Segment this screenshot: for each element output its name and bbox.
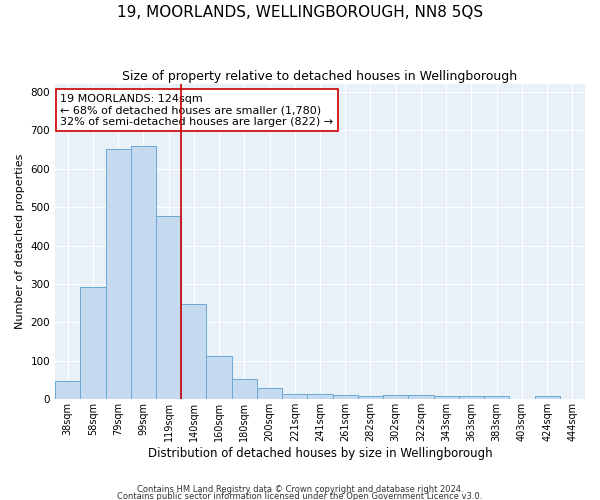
- Bar: [181, 304, 206, 400]
- Bar: [282, 394, 307, 400]
- Text: 19 MOORLANDS: 124sqm
← 68% of detached houses are smaller (1,780)
32% of semi-de: 19 MOORLANDS: 124sqm ← 68% of detached h…: [61, 94, 334, 127]
- Text: Contains public sector information licensed under the Open Government Licence v3: Contains public sector information licen…: [118, 492, 482, 500]
- Text: Contains HM Land Registry data © Crown copyright and database right 2024.: Contains HM Land Registry data © Crown c…: [137, 486, 463, 494]
- Bar: [80, 288, 106, 400]
- Bar: [535, 396, 560, 400]
- Bar: [459, 396, 484, 400]
- Bar: [358, 396, 383, 400]
- Y-axis label: Number of detached properties: Number of detached properties: [15, 154, 25, 330]
- Bar: [131, 146, 156, 400]
- Text: 19, MOORLANDS, WELLINGBOROUGH, NN8 5QS: 19, MOORLANDS, WELLINGBOROUGH, NN8 5QS: [117, 5, 483, 20]
- Bar: [55, 381, 80, 400]
- Bar: [332, 396, 358, 400]
- X-axis label: Distribution of detached houses by size in Wellingborough: Distribution of detached houses by size …: [148, 447, 493, 460]
- Bar: [383, 396, 409, 400]
- Bar: [106, 149, 131, 400]
- Bar: [257, 388, 282, 400]
- Bar: [156, 216, 181, 400]
- Bar: [434, 396, 459, 400]
- Bar: [484, 396, 509, 400]
- Bar: [409, 396, 434, 400]
- Bar: [232, 379, 257, 400]
- Bar: [206, 356, 232, 400]
- Bar: [307, 394, 332, 400]
- Title: Size of property relative to detached houses in Wellingborough: Size of property relative to detached ho…: [122, 70, 518, 83]
